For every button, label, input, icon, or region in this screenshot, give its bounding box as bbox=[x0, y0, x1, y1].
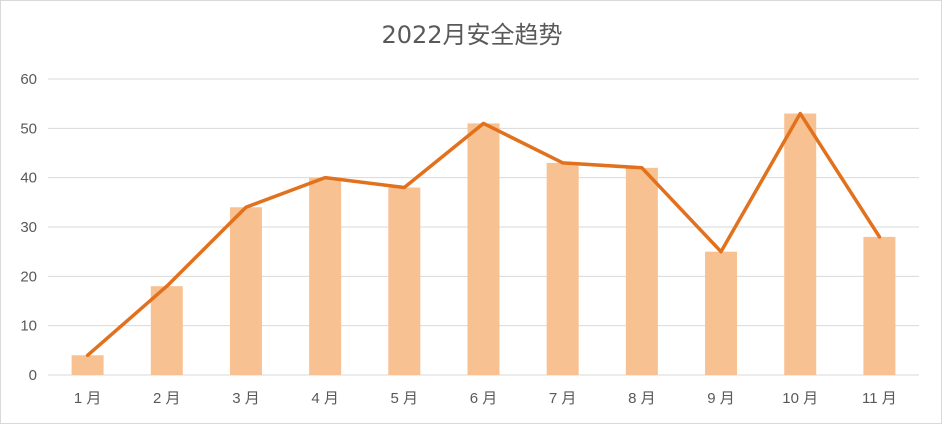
x-tick-label: 2 月 bbox=[153, 390, 181, 407]
bar bbox=[626, 168, 658, 375]
y-axis-ticks: 0 10 20 30 40 50 60 bbox=[20, 71, 37, 384]
bar-series bbox=[72, 114, 896, 375]
y-tick-label: 10 bbox=[20, 318, 37, 335]
x-tick-label: 11 月 bbox=[862, 390, 897, 407]
y-tick-label: 30 bbox=[20, 219, 37, 236]
y-tick-label: 50 bbox=[20, 120, 37, 137]
x-tick-label: 9 月 bbox=[707, 390, 735, 407]
y-tick-label: 60 bbox=[20, 71, 37, 88]
bar bbox=[388, 188, 420, 375]
x-tick-label: 4 月 bbox=[311, 390, 339, 407]
chart-title: 2022月安全趋势 bbox=[381, 21, 562, 49]
bar bbox=[309, 178, 341, 375]
bar bbox=[151, 286, 183, 375]
bar bbox=[547, 163, 579, 375]
y-tick-label: 20 bbox=[20, 268, 37, 285]
bar bbox=[230, 207, 262, 375]
bar bbox=[72, 355, 104, 375]
x-tick-label: 8 月 bbox=[628, 390, 656, 407]
x-tick-label: 3 月 bbox=[232, 390, 260, 407]
x-tick-label: 10 月 bbox=[782, 390, 818, 407]
bar bbox=[705, 252, 737, 375]
bar bbox=[863, 237, 895, 375]
bar bbox=[468, 123, 500, 375]
y-tick-label: 40 bbox=[20, 170, 37, 187]
bar bbox=[784, 114, 816, 375]
x-tick-label: 6 月 bbox=[470, 390, 498, 407]
x-axis-ticks: 1 月 2 月 3 月 4 月 5 月 6 月 7 月 8 月 9 月 10 月 11 月 bbox=[74, 390, 897, 407]
x-tick-label: 7 月 bbox=[549, 390, 577, 407]
y-tick-label: 0 bbox=[29, 367, 37, 384]
x-tick-label: 1 月 bbox=[74, 390, 102, 407]
x-tick-label: 5 月 bbox=[391, 390, 419, 407]
